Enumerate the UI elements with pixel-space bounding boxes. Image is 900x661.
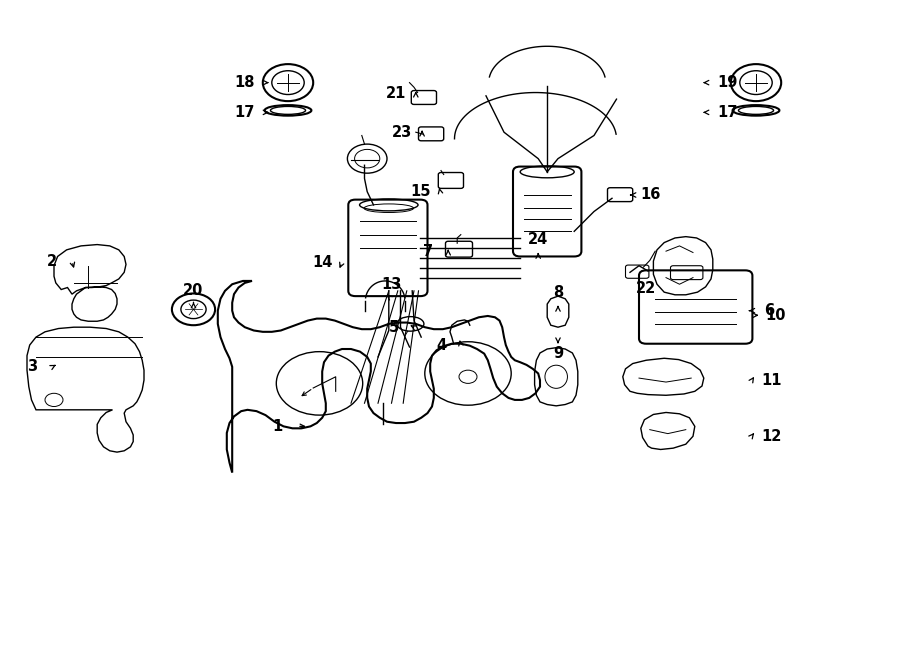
Text: 8: 8 (553, 285, 563, 299)
Text: 12: 12 (761, 429, 781, 444)
Text: 3: 3 (27, 360, 38, 374)
Text: 24: 24 (528, 232, 548, 247)
Text: 23: 23 (392, 125, 412, 139)
Text: 20: 20 (184, 284, 203, 298)
Text: 22: 22 (636, 282, 656, 296)
Text: 5: 5 (389, 320, 400, 334)
Text: 17: 17 (235, 105, 255, 120)
Text: 14: 14 (312, 255, 332, 270)
Text: 17: 17 (717, 105, 737, 120)
Text: 9: 9 (553, 346, 563, 361)
Text: 11: 11 (761, 373, 781, 388)
Text: 16: 16 (641, 188, 661, 202)
Text: 6: 6 (764, 303, 775, 318)
Text: 4: 4 (436, 338, 446, 352)
Text: 2: 2 (47, 254, 58, 268)
Text: 21: 21 (386, 87, 406, 101)
Text: 13: 13 (382, 277, 401, 292)
Text: 19: 19 (717, 75, 737, 90)
Text: 18: 18 (235, 75, 255, 90)
Text: 10: 10 (766, 308, 786, 323)
Text: 1: 1 (272, 419, 283, 434)
Text: 7: 7 (423, 244, 434, 258)
Text: 15: 15 (410, 184, 430, 199)
